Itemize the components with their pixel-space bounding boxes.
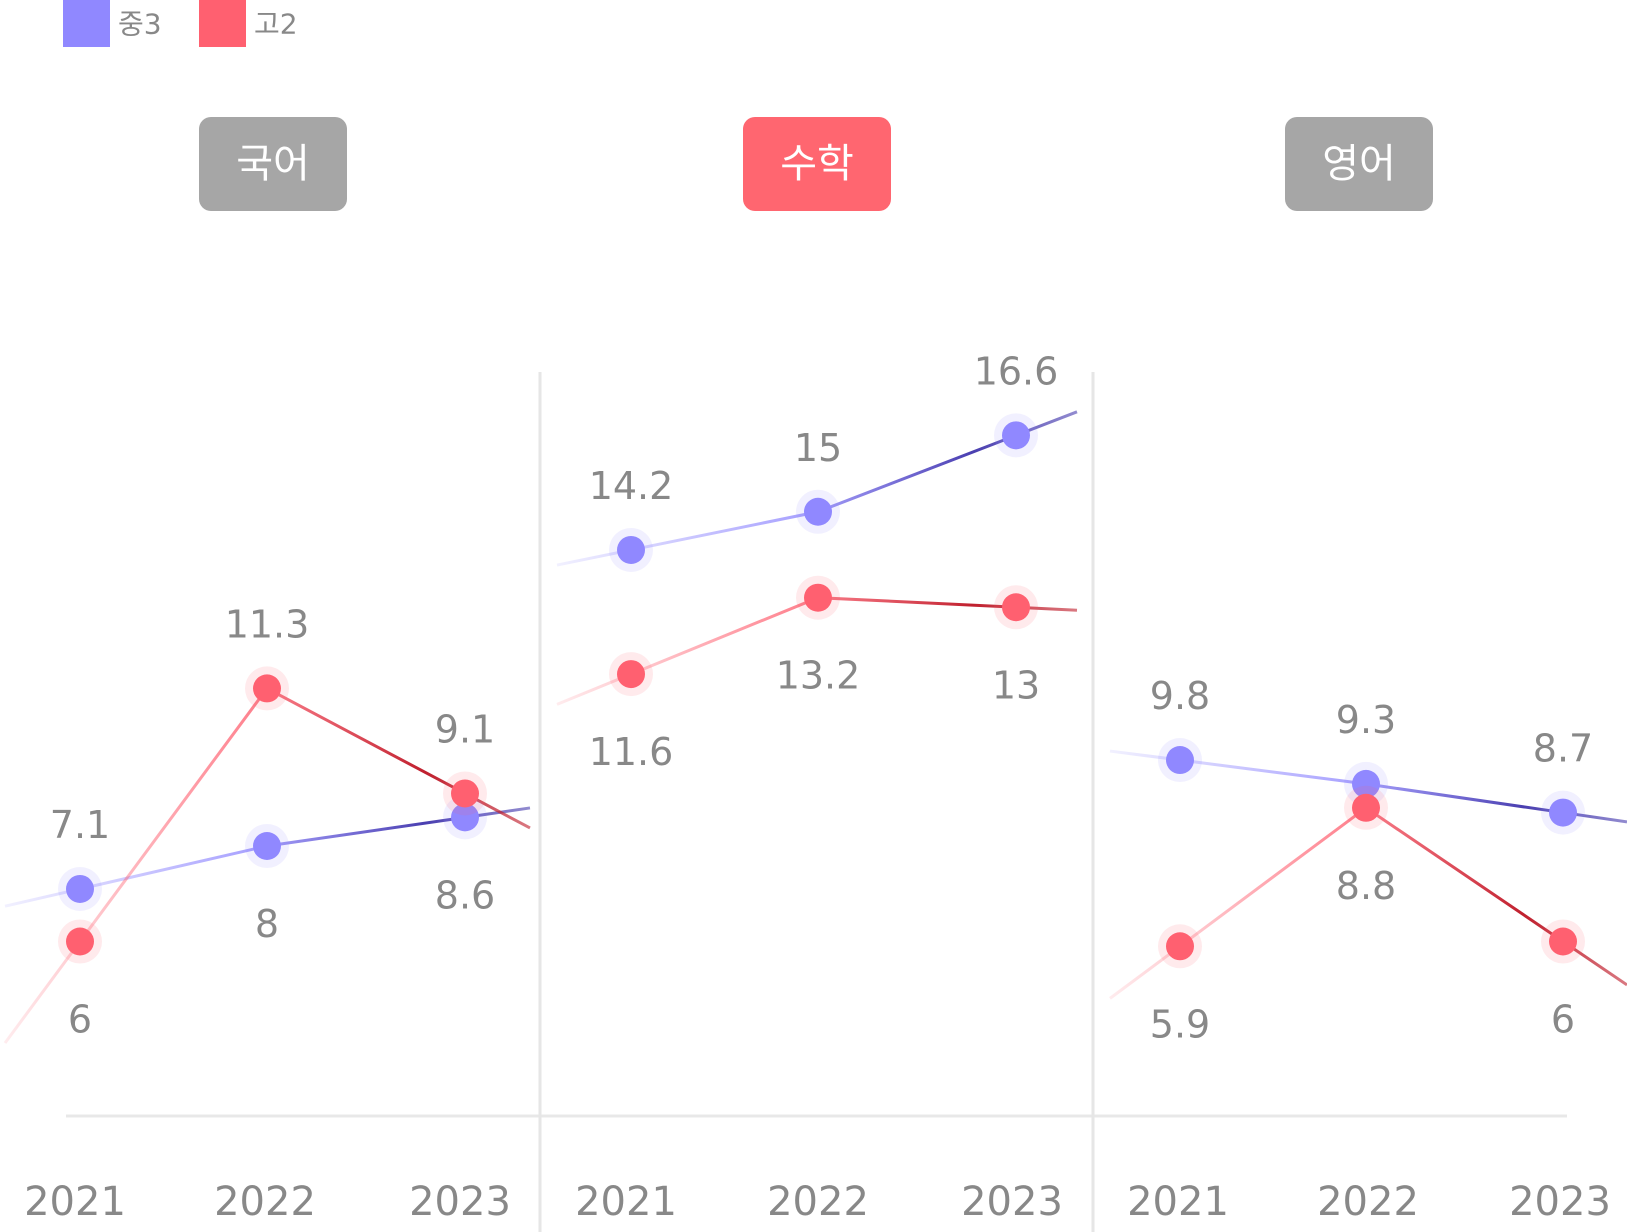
panel-dividers [538,372,1095,1232]
data-point [253,832,281,860]
x-tick-label: 2021 [24,1179,126,1225]
x-tick-label: 2021 [1127,1179,1229,1225]
subject-badge-label-0: 국어 [236,141,310,187]
data-point [1166,932,1194,961]
data-label: 6 [1551,998,1575,1042]
data-label: 13 [992,663,1040,707]
data-point [804,583,832,612]
data-label: 11.6 [589,730,674,774]
x-tick-label: 2022 [214,1179,316,1225]
x-tick-label: 2021 [575,1179,677,1225]
data-point [1002,593,1030,622]
data-label: 8.6 [435,873,495,917]
subject-badge-0: 국어 [199,117,347,211]
data-point [1352,793,1380,822]
data-label: 16.6 [974,349,1059,393]
data-label: 8 [255,902,279,946]
subject-badge-label-1: 수학 [780,141,854,187]
data-label: 9.3 [1336,698,1396,742]
data-point [451,779,479,808]
data-label: 9.8 [1150,674,1210,718]
subject-badge-2: 영어 [1285,117,1433,211]
data-point [253,674,281,703]
data-label: 11.3 [225,602,310,646]
data-point [66,874,94,903]
data-point [1549,927,1577,956]
data-point [804,497,832,526]
data-label: 7.1 [50,803,110,847]
data-label: 15 [794,426,842,470]
x-tick-label: 2023 [1509,1179,1611,1225]
legend-label-0: 중3 [118,8,162,41]
data-label: 5.9 [1150,1002,1210,1046]
data-point [451,803,479,832]
x-tick-label: 2022 [1317,1179,1419,1225]
legend: 중3 고2 [63,0,298,47]
legend-swatch-0 [63,0,110,47]
legend-label-1: 고2 [254,8,298,41]
plot-area: 7.1 6 8 11.3 8.6 9.1 14.2 11.6 15 13.2 16.6 13 9.8 5.… [3,349,1627,1046]
x-tick-label: 2023 [409,1179,511,1225]
data-point [617,535,645,564]
data-point [617,660,645,689]
data-point [1166,746,1194,775]
data-label: 14.2 [589,464,674,508]
x-tick-label: 2022 [767,1179,869,1225]
subject-badge-label-2: 영어 [1322,141,1396,187]
data-label: 9.1 [435,707,495,751]
data-label: 6 [68,998,92,1042]
data-label: 8.8 [1336,864,1396,908]
x-axis-ticks: 2021 2022 2023 2021 2022 2023 2021 2022 2023 [24,1179,1611,1225]
data-point [1549,798,1577,827]
x-tick-label: 2023 [961,1179,1063,1225]
data-point [1002,421,1030,450]
subject-badge-1: 수학 [743,117,891,211]
subject-badges: 국어 수학 영어 [199,117,1433,211]
data-label: 13.2 [776,654,861,698]
data-point [66,927,94,956]
data-point [1352,769,1380,798]
data-label: 8.7 [1533,727,1593,771]
legend-swatch-1 [199,0,246,47]
